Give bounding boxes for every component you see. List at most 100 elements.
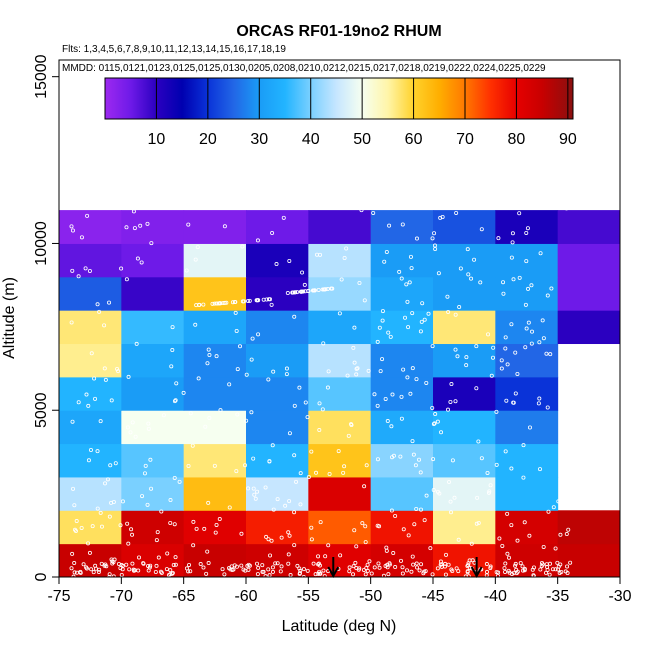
colorbar-tick-label: 70 xyxy=(456,131,474,148)
track-point xyxy=(177,479,182,484)
track-point xyxy=(140,494,145,499)
track-point xyxy=(365,185,370,190)
track-point xyxy=(407,280,412,285)
track-point xyxy=(488,564,493,569)
track-point xyxy=(496,236,501,241)
track-point xyxy=(228,180,233,185)
track-point xyxy=(184,268,189,273)
track-point xyxy=(139,260,144,265)
track-point xyxy=(433,187,438,192)
track-point xyxy=(84,392,89,397)
track-point xyxy=(266,537,271,542)
heatmap-cell xyxy=(183,210,247,244)
track-point xyxy=(352,325,357,330)
track-point xyxy=(517,211,522,216)
heatmap-cell xyxy=(370,510,434,545)
heatmap-cell xyxy=(246,310,309,345)
track-point xyxy=(103,481,108,486)
track-point xyxy=(279,564,284,569)
track-point xyxy=(418,470,423,475)
x-tick-label: -45 xyxy=(421,588,444,605)
track-point xyxy=(314,470,319,475)
track-point xyxy=(240,244,245,249)
track-point xyxy=(342,464,347,469)
track-point xyxy=(118,523,123,528)
track-point xyxy=(503,569,508,574)
heatmap-cell xyxy=(121,410,185,445)
track-point xyxy=(406,533,411,538)
track-point xyxy=(284,366,289,371)
track-point xyxy=(172,475,177,480)
heatmap-cell xyxy=(59,310,122,345)
track-point xyxy=(378,369,383,374)
heatmap-cell xyxy=(557,510,620,545)
heatmap-cell xyxy=(59,276,122,311)
track-point xyxy=(186,222,191,227)
track-point xyxy=(284,372,289,377)
track-point xyxy=(453,347,458,352)
track-point xyxy=(351,572,356,577)
track-point xyxy=(546,509,551,514)
track-point xyxy=(357,281,362,286)
track-point xyxy=(268,553,273,558)
track-point xyxy=(111,574,116,577)
marker-arrow-head xyxy=(327,566,340,579)
track-point xyxy=(465,569,470,574)
track-point xyxy=(136,555,141,560)
track-point xyxy=(533,182,538,187)
heatmap-cell xyxy=(183,243,247,278)
track-point xyxy=(159,509,164,514)
track-point xyxy=(419,562,424,567)
track-point xyxy=(271,507,276,512)
track-point xyxy=(509,255,514,260)
track-point xyxy=(399,416,404,421)
heatmap-cell xyxy=(121,210,185,244)
track-point xyxy=(273,561,278,566)
heatmap-cell xyxy=(59,210,122,244)
heatmap-cell xyxy=(370,210,434,244)
track-point xyxy=(311,561,316,566)
track-point xyxy=(351,345,356,350)
track-point xyxy=(400,565,405,570)
track-point xyxy=(410,554,415,559)
track-point xyxy=(146,421,151,426)
track-point xyxy=(476,188,481,193)
track-point xyxy=(170,348,175,353)
track-point xyxy=(253,496,258,501)
track-point xyxy=(206,561,211,566)
track-point xyxy=(417,186,422,191)
track-point xyxy=(246,562,251,567)
track-point xyxy=(384,185,389,190)
track-point xyxy=(191,180,196,185)
heatmap-cells xyxy=(59,210,620,577)
track-point xyxy=(297,566,302,571)
track-point xyxy=(188,569,193,574)
flight-markers xyxy=(327,556,483,579)
track-point xyxy=(431,421,436,426)
track-point xyxy=(244,418,249,423)
track-point xyxy=(263,181,268,186)
track-point xyxy=(505,551,510,556)
track-point xyxy=(485,569,490,574)
track-point xyxy=(102,323,107,328)
track-point xyxy=(113,461,118,466)
heatmap-cell xyxy=(370,443,434,478)
track-point xyxy=(99,524,104,529)
track-point xyxy=(565,564,570,569)
track-point xyxy=(210,301,215,306)
track-point xyxy=(472,257,477,262)
track-point xyxy=(494,462,499,467)
track-point xyxy=(294,479,299,484)
track-point xyxy=(69,320,74,325)
track-point xyxy=(286,561,291,566)
colorbar-bar xyxy=(104,77,574,120)
track-point xyxy=(305,568,310,573)
track-point xyxy=(450,458,455,463)
track-point xyxy=(522,520,527,525)
track-point xyxy=(448,499,453,504)
track-point xyxy=(558,360,563,365)
track-point xyxy=(485,470,490,475)
track-point xyxy=(474,344,479,349)
track-point xyxy=(526,286,531,291)
track-point xyxy=(233,310,238,315)
